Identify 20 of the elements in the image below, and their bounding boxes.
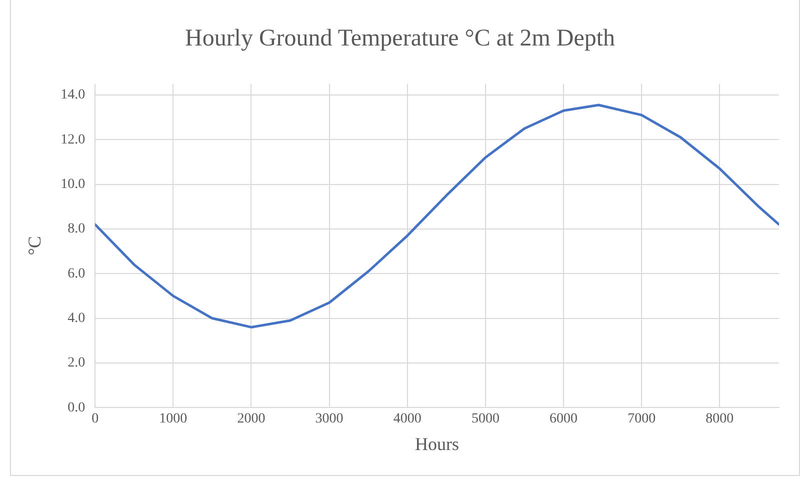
y-axis-title: °C xyxy=(24,236,45,256)
y-tick-label: 10.0 xyxy=(60,176,86,192)
y-tick-label: 12.0 xyxy=(60,132,86,148)
x-axis-title: Hours xyxy=(415,434,460,454)
x-tick-label: 8000 xyxy=(706,412,734,427)
y-tick-label: 8.0 xyxy=(68,222,86,237)
x-tick-label: 3000 xyxy=(315,412,344,427)
x-tick-label: 5000 xyxy=(471,412,500,427)
x-tick-label: 0 xyxy=(92,412,99,427)
x-tick-label: 4000 xyxy=(393,412,422,427)
y-tick-label: 2.0 xyxy=(68,356,86,371)
x-tick-label: 6000 xyxy=(550,412,578,427)
y-tick-label: 6.0 xyxy=(68,266,86,282)
y-tick-label: 14.0 xyxy=(60,88,86,103)
chart-title: Hourly Ground Temperature °C at 2m Depth xyxy=(184,26,616,52)
x-tick-label: 7000 xyxy=(628,412,656,427)
x-tick-label: 1000 xyxy=(159,412,188,427)
x-tick-label: 2000 xyxy=(237,412,266,427)
y-tick-label: 0.0 xyxy=(68,400,86,416)
y-tick-label: 4.0 xyxy=(68,310,86,326)
